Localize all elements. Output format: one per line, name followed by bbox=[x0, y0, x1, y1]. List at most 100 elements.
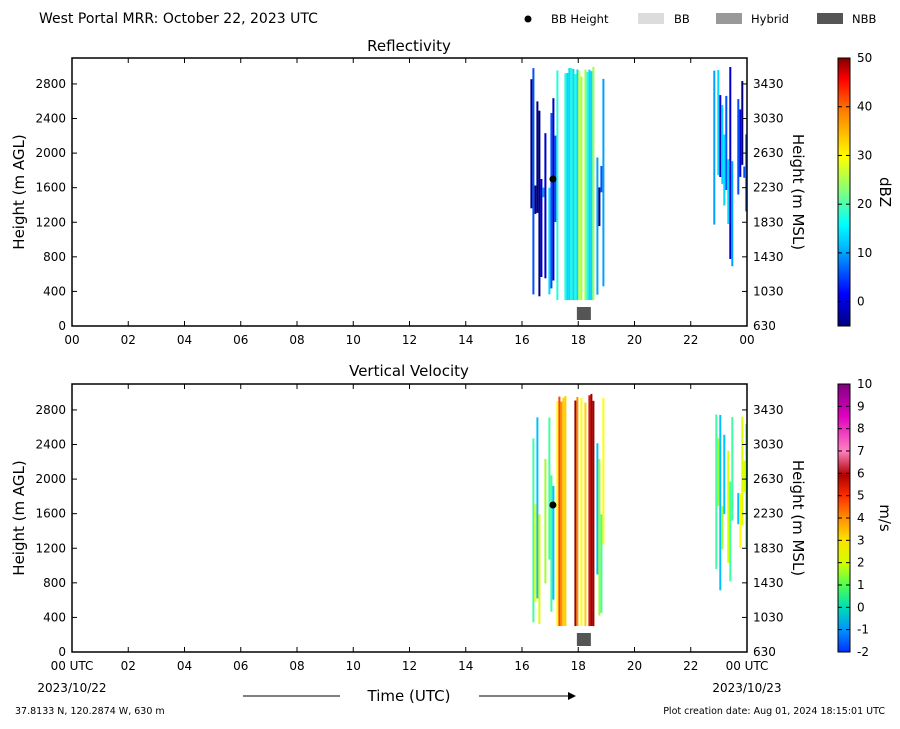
colorbar-tick-label: 3 bbox=[857, 533, 865, 547]
y-tick-label-right: 1830 bbox=[753, 541, 784, 555]
y-tick-label-left: 2800 bbox=[35, 77, 66, 91]
reflectivity-title: Reflectivity bbox=[367, 37, 451, 55]
echo-column bbox=[576, 397, 579, 626]
echo-column bbox=[590, 71, 593, 300]
echo-column bbox=[717, 70, 720, 176]
velocity-plot-frame bbox=[71, 383, 748, 653]
y-tick-label-right: 2230 bbox=[753, 181, 784, 195]
y-tick-label-right: 3030 bbox=[753, 112, 784, 126]
x-tick-label: 00 bbox=[739, 333, 754, 347]
y-tick-label-left: 2400 bbox=[35, 438, 66, 452]
end-date-label: 2023/10/23 bbox=[712, 681, 781, 695]
echo-column bbox=[538, 110, 541, 297]
y-tick-label-left: 800 bbox=[43, 250, 66, 264]
x-axis-label: Time (UTC) bbox=[367, 687, 451, 705]
y-tick-label-right: 3030 bbox=[753, 438, 784, 452]
echo-column bbox=[542, 187, 545, 198]
colorbar-tick-label: -2 bbox=[857, 645, 869, 659]
echo-column bbox=[719, 415, 722, 591]
colorbar-tick-label: 20 bbox=[857, 197, 872, 211]
echo-column bbox=[556, 401, 559, 627]
colorbar-tick-label: 7 bbox=[857, 444, 865, 458]
echo-column bbox=[727, 450, 730, 563]
x-tick-label: 00 UTC bbox=[51, 659, 94, 673]
echo-column bbox=[596, 443, 599, 575]
x-tick-label: 14 bbox=[458, 659, 473, 673]
echo-column bbox=[600, 514, 603, 613]
echo-column bbox=[584, 402, 587, 627]
bb-height-point bbox=[549, 501, 557, 509]
y-tick-label-left: 800 bbox=[43, 576, 66, 590]
y-tick-label-right: 1830 bbox=[753, 215, 784, 229]
y-tick-label-left: 1600 bbox=[35, 181, 66, 195]
echo-column bbox=[721, 506, 724, 550]
echo-column bbox=[729, 481, 732, 582]
echo-column bbox=[596, 157, 599, 295]
echo-column bbox=[729, 67, 732, 259]
echo-column bbox=[552, 98, 555, 281]
legend-bb-height-label: BB Height bbox=[551, 12, 609, 26]
echo-column bbox=[556, 70, 559, 301]
echo-column bbox=[580, 397, 583, 626]
legend-hybrid-label: Hybrid bbox=[751, 12, 789, 26]
echo-column bbox=[731, 417, 734, 521]
colorbar-tick-label: 10 bbox=[857, 246, 872, 260]
x-tick-label: 18 bbox=[571, 659, 586, 673]
x-tick-label: 04 bbox=[177, 333, 192, 347]
bb-type-marker bbox=[576, 307, 591, 320]
echo-column bbox=[574, 74, 577, 301]
y-tick-label-left: 400 bbox=[43, 610, 66, 624]
velocity-colorbar-ticks: -2 -1 0 1 2 3 4 5 6 7 8 9 10 bbox=[838, 377, 872, 659]
x-tick-label: 08 bbox=[289, 333, 304, 347]
echo-column bbox=[534, 185, 537, 214]
velocity-colorbar-label: m/s bbox=[876, 504, 894, 532]
echo-column bbox=[530, 79, 533, 209]
x-tick-label: 20 bbox=[627, 333, 642, 347]
colorbar-tick-label: 50 bbox=[857, 51, 872, 65]
echo-column bbox=[602, 78, 605, 287]
bb-height-point bbox=[549, 175, 557, 183]
colorbar-tick-label: 40 bbox=[857, 100, 872, 114]
echo-column bbox=[588, 395, 591, 627]
x-tick-label: 12 bbox=[402, 333, 417, 347]
colorbar-tick-label: 10 bbox=[857, 377, 872, 391]
colorbar-tick-label: 30 bbox=[857, 148, 872, 162]
y-tick-label-right: 1430 bbox=[753, 250, 784, 264]
echo-column bbox=[719, 95, 722, 177]
colorbar-tick-label: 0 bbox=[857, 600, 865, 614]
echo-column bbox=[558, 396, 561, 626]
colorbar-tick-label: 5 bbox=[857, 489, 865, 503]
y-tick-label-left: 2800 bbox=[35, 403, 66, 417]
echo-column bbox=[580, 76, 583, 301]
echo-column bbox=[717, 438, 720, 506]
echo-column bbox=[576, 69, 579, 301]
echo-column bbox=[584, 69, 587, 300]
echo-column bbox=[737, 493, 740, 525]
echo-column bbox=[723, 134, 726, 206]
creation-date-label: Plot creation date: Aug 01, 2024 18:15:0… bbox=[663, 706, 885, 717]
figure-title: West Portal MRR: October 22, 2023 UTC bbox=[39, 11, 318, 27]
echo-column bbox=[727, 159, 730, 224]
legend-hybrid-swatch bbox=[716, 13, 742, 24]
colorbar-tick-label: 2 bbox=[857, 556, 865, 570]
echo-column bbox=[574, 400, 577, 627]
legend-bb-swatch bbox=[638, 13, 664, 24]
echo-column bbox=[715, 414, 718, 570]
echo-column bbox=[741, 416, 744, 526]
echo-column bbox=[731, 161, 734, 267]
x-tick-label: 18 bbox=[571, 333, 586, 347]
y-tick-label-left: 1600 bbox=[35, 507, 66, 521]
x-tick-label: 22 bbox=[683, 659, 698, 673]
echo-column bbox=[723, 434, 726, 514]
echo-column bbox=[598, 187, 601, 227]
echo-column bbox=[562, 397, 565, 626]
reflectivity-ylabel-left: Height (m AGL) bbox=[10, 134, 28, 249]
y-tick-label-left: 1200 bbox=[35, 215, 66, 229]
reflectivity-plot-frame bbox=[71, 57, 748, 327]
y-tick-label-right: 630 bbox=[753, 319, 776, 333]
y-tick-label-right: 2630 bbox=[753, 472, 784, 486]
echo-column bbox=[564, 73, 567, 301]
colorbar-tick-label: 4 bbox=[857, 511, 865, 525]
legend-nbb-label: NBB bbox=[852, 12, 876, 26]
